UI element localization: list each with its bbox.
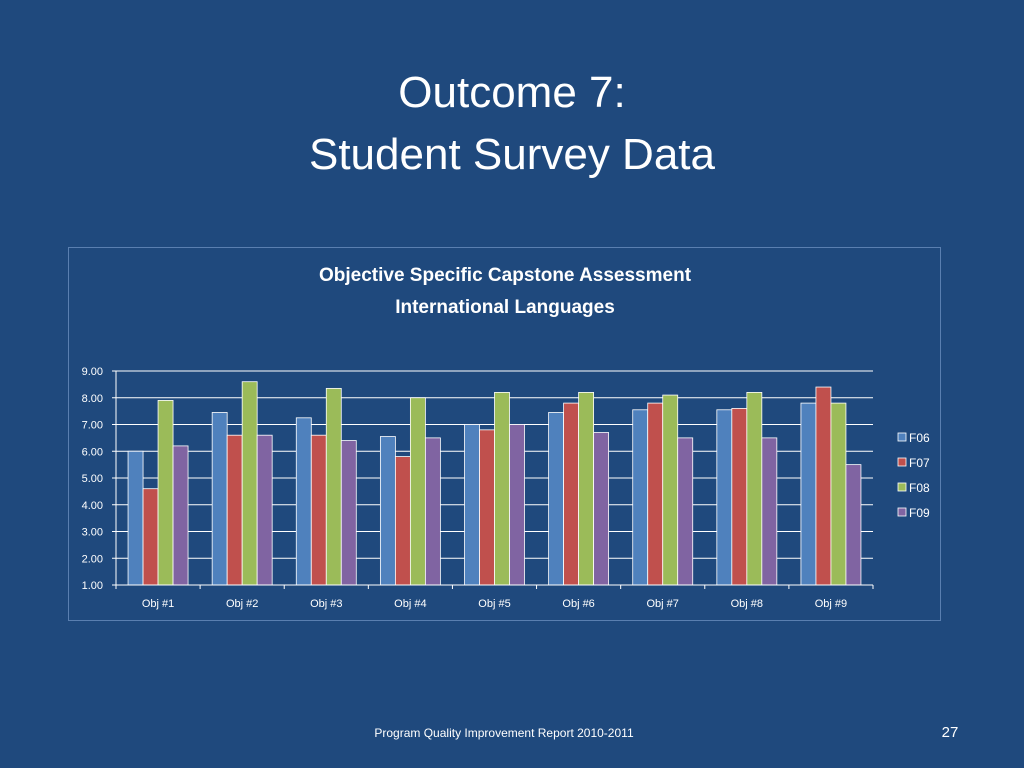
bar-f09-1 [172,445,189,586]
bar-f09-4 [424,437,441,586]
y-tick-label: 1.00 [82,580,103,592]
bar-f06-7 [632,409,649,586]
bar-f08-3 [325,387,342,586]
legend-label-f08: F08 [909,481,930,495]
x-tick-label: Obj #4 [394,598,426,610]
x-tick-label: Obj #7 [647,598,679,610]
x-tick-label: Obj #2 [226,598,258,610]
bar-f08-8 [746,391,763,586]
bar-f08-6 [578,391,595,586]
y-tick-label: 8.00 [82,393,103,405]
bar-f07-5 [479,429,495,586]
y-tick-label: 7.00 [82,420,103,432]
bar-f06-5 [464,424,480,586]
legend-swatch-f08 [897,482,907,492]
legend-label-f06: F06 [909,431,930,445]
bar-f07-6 [563,402,580,586]
y-tick-label: 4.00 [82,500,103,512]
bar-f07-3 [310,434,327,586]
bar-f08-9 [830,402,847,586]
bar-f09-5 [509,424,525,586]
y-tick-label: 2.00 [82,553,103,565]
chart-container: Objective Specific Capstone Assessment In… [68,247,941,621]
legend-label-f07: F07 [909,456,930,470]
bar-f08-1 [157,400,174,586]
y-tick-label: 9.00 [82,366,103,378]
legend-swatch-f06 [897,432,907,442]
legend-label-f09: F09 [909,506,930,520]
bar-f06-9 [800,402,817,586]
bar-f06-8 [716,409,733,586]
bar-f07-2 [226,434,243,586]
bar-f07-4 [394,456,411,586]
y-tick-label: 3.00 [82,527,103,539]
slide-title-line2: Student Survey Data [308,130,715,179]
x-tick-label: Obj #6 [562,598,594,610]
bar-f07-8 [731,408,748,586]
bar-f09-7 [677,437,694,586]
bar-f09-2 [256,434,273,586]
bar-chart: Objective Specific Capstone Assessment In… [82,265,930,610]
footer-text: Program Quality Improvement Report 2010-… [374,726,634,740]
y-tick-label: 5.00 [82,473,103,485]
bar-f06-4 [379,436,396,586]
bar-f08-7 [662,394,679,586]
bar-f08-4 [409,397,426,586]
y-tick-label: 6.00 [82,446,103,458]
chart-title: Objective Specific Capstone Assessment [319,265,692,286]
bar-f09-9 [845,464,862,586]
legend-swatch-f09 [897,507,907,517]
bar-f09-6 [593,432,610,586]
bar-f09-8 [761,437,778,586]
bar-f06-1 [127,450,144,586]
bar-f09-3 [340,440,357,586]
bar-f08-2 [241,381,258,586]
bar-f06-2 [211,412,228,586]
x-tick-label: Obj #9 [815,598,847,610]
slide-title: Outcome 7: Student Survey Data [0,62,1024,186]
x-tick-label: Obj #8 [731,598,763,610]
x-tick-label: Obj #5 [478,598,510,610]
bar-f07-9 [815,386,832,586]
slide-title-line1: Outcome 7: [398,68,626,117]
bar-f08-5 [494,391,510,586]
bar-f06-3 [295,417,312,586]
legend-swatch-f07 [897,457,907,467]
bar-f07-7 [647,402,664,586]
chart-subtitle: International Languages [395,297,615,318]
x-tick-label: Obj #1 [142,598,174,610]
bar-f07-1 [142,488,159,586]
x-tick-label: Obj #3 [310,598,342,610]
bar-f06-6 [548,412,565,586]
page-number: 27 [941,724,959,741]
